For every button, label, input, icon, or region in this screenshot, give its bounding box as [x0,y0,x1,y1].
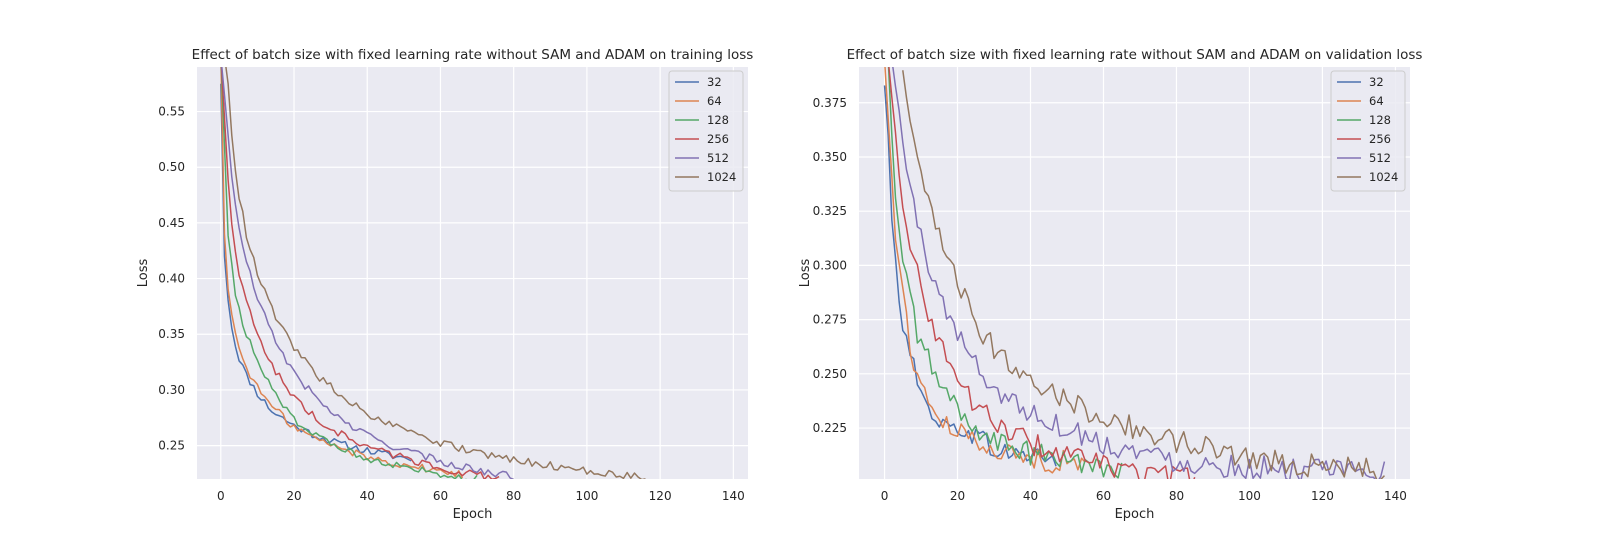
plot-area [859,67,1410,479]
series-line-256 [220,67,500,479]
x-tick-label: 140 [1384,489,1407,503]
legend-label-32: 32 [707,75,722,89]
x-tick-label: 120 [649,489,672,503]
series-line-128 [220,67,478,479]
x-tick-label: 20 [950,489,965,503]
legend-label-32: 32 [1369,75,1384,89]
series-line-64 [884,67,1086,474]
y-tick-label: 0.275 [813,313,847,327]
x-tick-label: 60 [1096,489,1111,503]
y-tick-label: 0.300 [813,258,847,272]
series-line-512 [892,67,1386,479]
series-line-64 [220,67,464,479]
legend-label-64: 64 [707,94,722,108]
legend-label-128: 128 [1369,113,1391,127]
x-axis-label: Epoch [1115,507,1155,522]
chart-title: Effect of batch size with fixed learning… [847,47,1423,63]
y-tick-label: 0.350 [813,150,847,164]
y-tick-label: 0.225 [813,421,847,435]
y-tick-label: 0.40 [158,272,185,286]
y-tick-label: 0.55 [158,105,185,119]
legend-label-64: 64 [1369,94,1384,108]
x-tick-label: 120 [1311,489,1334,503]
series-group [220,67,646,479]
x-tick-label: 0 [881,489,889,503]
series-line-1024 [225,67,646,479]
y-tick-label: 0.30 [158,383,185,397]
y-tick-label: 0.325 [813,204,847,218]
legend-label-128: 128 [707,113,729,127]
series-group [883,67,1386,479]
legend-label-1024: 1024 [1369,170,1398,184]
x-tick-label: 40 [360,489,375,503]
y-tick-label: 0.25 [158,439,185,453]
x-tick-label: 20 [286,489,301,503]
series-line-1024 [902,70,1386,479]
y-tick-label: 0.375 [813,96,847,110]
x-tick-label: 100 [575,489,598,503]
legend-label-256: 256 [1369,132,1391,146]
x-tick-label: 60 [433,489,448,503]
series-line-256 [888,67,1196,479]
y-tick-label: 0.45 [158,216,185,230]
legend-label-512: 512 [1369,151,1391,165]
legend-label-256: 256 [707,132,729,146]
y-tick-label: 0.50 [158,160,185,174]
series-line-512 [221,67,514,479]
y-axis-label: Loss [136,259,151,288]
y-tick-label: 0.35 [158,327,185,341]
x-axis-label: Epoch [453,507,493,522]
plot-area [197,67,748,479]
y-axis-label: Loss [798,259,813,288]
series-line-128 [887,67,1123,479]
x-tick-label: 40 [1023,489,1038,503]
legend: 32 64 128 256 512 1024 [668,70,744,192]
legend: 32 64 128 256 512 1024 [1330,70,1406,192]
validation-loss-chart: 0 20 40 60 80 100 120 140 0.225 0.250 0.275 0.300 0.… [798,47,1422,522]
legend-label-1024: 1024 [707,170,736,184]
y-tick-label: 0.250 [813,367,847,381]
legend-label-512: 512 [707,151,729,165]
x-tick-label: 80 [1169,489,1184,503]
training-loss-chart: 0 20 40 60 80 100 120 140 0.25 0.30 0.35 0.40 0.45 0.… [136,47,753,522]
x-tick-label: 80 [506,489,521,503]
x-tick-label: 100 [1238,489,1261,503]
series-line-32 [883,85,1057,467]
chart-title: Effect of batch size with fixed learning… [192,47,754,63]
x-tick-label: 0 [217,489,225,503]
x-tick-label: 140 [722,489,745,503]
